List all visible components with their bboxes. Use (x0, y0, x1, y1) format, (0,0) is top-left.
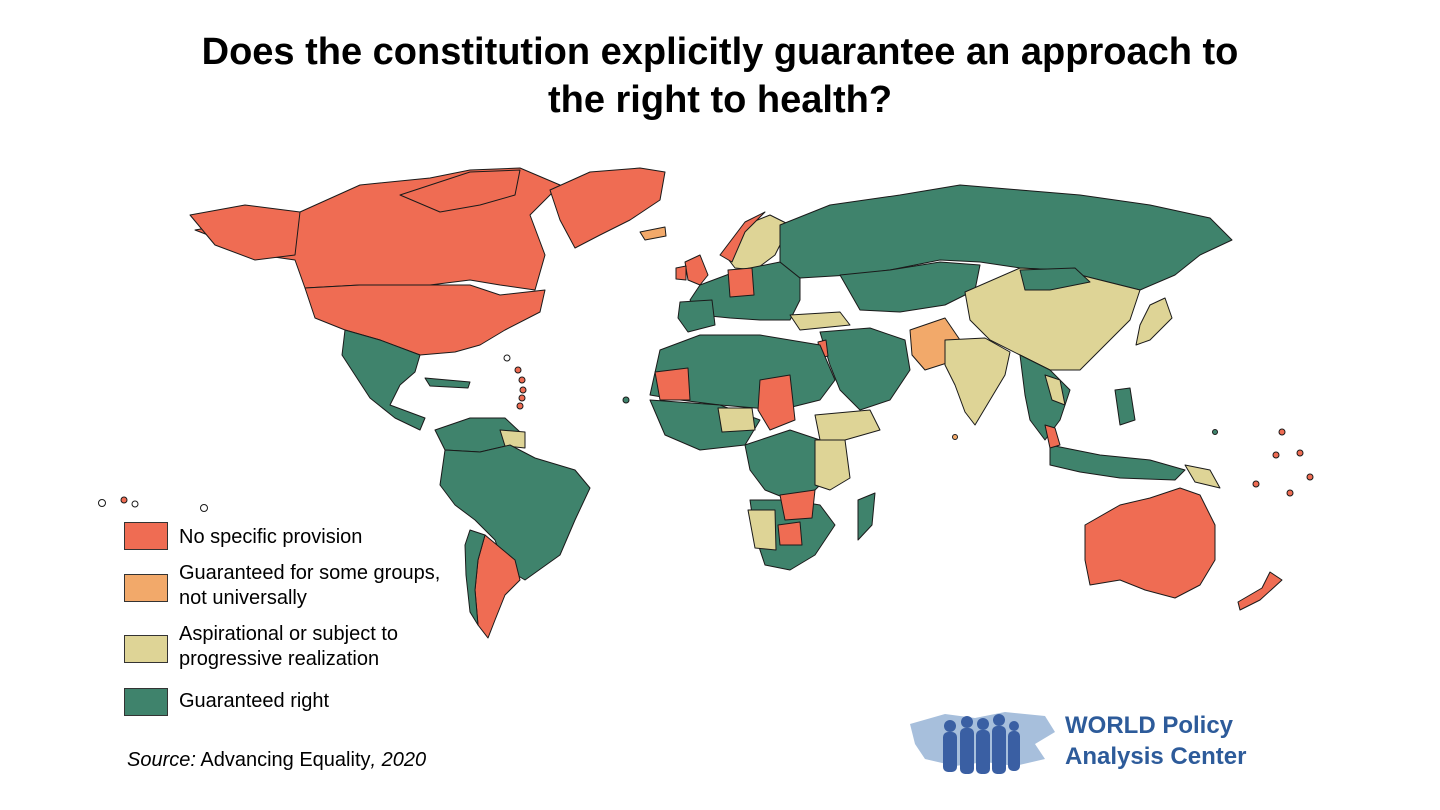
source-text: Advancing Equality (195, 749, 371, 771)
legend-swatch (124, 688, 168, 716)
legend-label-line: Guaranteed right (179, 690, 330, 712)
legend-label-line: Guaranteed for some groups, (179, 562, 441, 584)
legend-label-line: Aspirational or subject to (179, 623, 399, 645)
logo-line-1: WORLD Policy (1065, 712, 1234, 739)
legend-swatch (124, 522, 168, 550)
region-india (944, 337, 1011, 426)
legend-label: Guaranteed right (179, 689, 329, 714)
island-dot (1278, 428, 1286, 436)
island-dot (98, 499, 106, 507)
region-uk (684, 254, 709, 286)
island-dot (1306, 473, 1314, 481)
region-turkey (789, 311, 851, 331)
island-dot (1212, 429, 1218, 435)
legend-swatch (124, 635, 168, 663)
region-east-africa (814, 409, 881, 441)
island-dot (518, 394, 526, 402)
region-mexico (341, 329, 426, 431)
region-zambia (779, 489, 816, 521)
logo-text: WORLD Policy Analysis Center (1065, 710, 1246, 772)
region-philippines (1114, 387, 1136, 426)
world-policy-logo: WORLD Policy Analysis Center (905, 704, 1285, 784)
source-year: , 2020 (370, 749, 427, 771)
region-tanzania (814, 439, 851, 491)
island-dot (519, 386, 527, 394)
island-dot (952, 434, 958, 440)
region-iberia (677, 299, 716, 333)
island-dot (514, 366, 522, 374)
island-dot (120, 496, 128, 504)
title-line-2: the right to health? (547, 79, 893, 121)
region-middle-east (819, 327, 911, 411)
region-ireland (675, 265, 687, 281)
region-japan (1135, 297, 1173, 346)
region-chad (757, 374, 796, 431)
source-note: Source: Advancing Equality, 2020 (127, 747, 426, 773)
logo-line-2: Analysis Center (1065, 743, 1247, 770)
region-mauritania (654, 367, 691, 401)
region-madagascar (857, 492, 876, 541)
legend-label-line: not universally (179, 587, 307, 609)
island-dot (503, 354, 511, 362)
legend-label: Guaranteed for some groups, not universa… (179, 561, 440, 611)
island-dot (1296, 449, 1304, 457)
legend-label: Aspirational or subject to progressive r… (179, 622, 398, 672)
region-chile (464, 529, 486, 626)
region-brazil (439, 444, 591, 581)
people-world-map-icon (910, 712, 1055, 774)
region-caribbean (424, 377, 471, 389)
region-iceland (639, 226, 667, 241)
island-dot (1286, 489, 1294, 497)
island-dot (200, 504, 208, 512)
region-norway (719, 211, 766, 263)
region-australia (1084, 487, 1216, 599)
island-dot (622, 396, 630, 404)
region-malaysia (1044, 424, 1061, 449)
island-dot (516, 402, 524, 410)
region-nigeria (717, 407, 756, 433)
island-dot (131, 500, 139, 508)
region-alaska (189, 204, 301, 261)
region-usa (304, 284, 546, 356)
region-new-zealand (1237, 571, 1283, 611)
source-prefix: Source: (127, 749, 196, 771)
island-dot (1252, 480, 1260, 488)
region-indonesia (1049, 444, 1186, 481)
legend-label: No specific provision (179, 525, 362, 550)
title-line-1: Does the constitution explicitly guarant… (201, 31, 1239, 73)
region-greenland (549, 167, 666, 249)
region-thailand (1044, 374, 1066, 406)
legend-label-line: No specific provision (179, 526, 363, 548)
island-dot (518, 376, 526, 384)
region-botswana (777, 521, 803, 546)
island-dot (1272, 451, 1280, 459)
region-png (1184, 464, 1221, 489)
legend-label-line: progressive realization (179, 648, 380, 670)
region-guyanas (499, 429, 526, 449)
region-angola (747, 509, 777, 551)
region-mongolia (1019, 267, 1091, 291)
region-germany (727, 267, 755, 298)
legend-swatch (124, 574, 168, 602)
map-title: Does the constitution explicitly guarant… (0, 28, 1440, 124)
region-canada-islands (399, 169, 521, 213)
